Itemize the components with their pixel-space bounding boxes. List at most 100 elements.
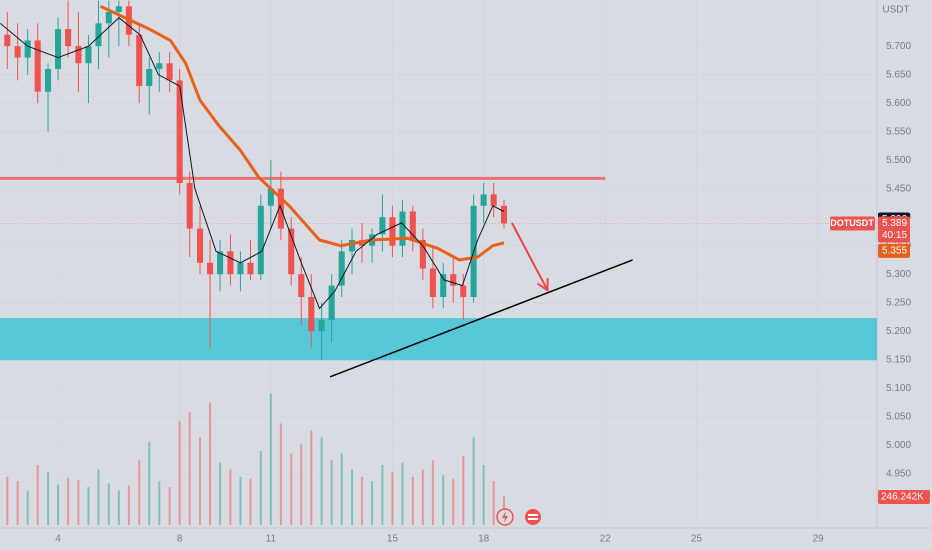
volume-bar xyxy=(290,453,293,525)
y-tick-label: 5.650 xyxy=(886,69,911,80)
x-tick-label: 22 xyxy=(600,534,612,545)
volume-bar xyxy=(300,444,303,525)
x-tick-label: 29 xyxy=(812,534,824,545)
candle-body xyxy=(419,239,426,269)
candle-body xyxy=(4,34,11,47)
candle-body xyxy=(348,239,356,252)
candle-body xyxy=(44,68,52,92)
x-tick-label: 8 xyxy=(177,534,183,545)
y-tick-label: 5.250 xyxy=(886,297,911,308)
candle-body xyxy=(105,11,112,24)
volume-bar xyxy=(36,465,39,525)
y-tick-label: 5.700 xyxy=(886,41,911,52)
candle-body xyxy=(176,80,183,183)
volume-bar xyxy=(117,490,120,525)
candle-body xyxy=(95,23,102,47)
y-tick-label: 5.450 xyxy=(886,183,911,194)
volume-bar xyxy=(421,469,424,525)
trendline xyxy=(329,259,633,378)
candle-body xyxy=(298,274,305,297)
volume-bar xyxy=(138,460,141,525)
volume-bar xyxy=(269,393,272,525)
flash-glyph xyxy=(502,511,508,523)
volume-bar xyxy=(259,451,262,525)
candle-body xyxy=(490,194,497,206)
y-tick-label: 5.600 xyxy=(886,98,911,109)
volume-bar xyxy=(6,476,9,525)
candle-body xyxy=(288,228,295,275)
volume-bar xyxy=(229,469,232,525)
candle-body xyxy=(399,211,406,246)
volume-bar xyxy=(67,477,70,525)
symbol-box xyxy=(830,216,875,231)
volume-bar xyxy=(199,437,202,525)
candle-body xyxy=(156,63,163,69)
flag-icon[interactable] xyxy=(525,509,541,525)
volume-bar xyxy=(452,478,455,525)
candle-body xyxy=(318,319,325,332)
candle-body xyxy=(237,262,244,275)
candle-body xyxy=(460,285,467,297)
y-tick-label: 5.050 xyxy=(886,411,911,422)
volume-label-box xyxy=(878,490,930,504)
volume-bar xyxy=(26,490,29,525)
y-tick-label: 5.000 xyxy=(886,440,911,451)
y-tick-label: 4.950 xyxy=(886,468,911,479)
candle-body xyxy=(379,217,386,235)
volume-bar xyxy=(381,465,384,525)
candle-body xyxy=(267,188,274,206)
volume-bar xyxy=(148,441,151,525)
y-tick-label: 5.150 xyxy=(886,354,911,365)
bottom-icons[interactable] xyxy=(496,508,541,526)
y-tick-label: 5.300 xyxy=(886,269,911,280)
candle-body xyxy=(500,205,508,224)
y-tick-label: 5.100 xyxy=(886,383,911,394)
candle-body xyxy=(65,29,72,47)
volume-bar xyxy=(16,481,19,525)
volume-bar xyxy=(431,460,434,525)
candle-body xyxy=(85,46,92,64)
x-tick-label: 15 xyxy=(387,534,399,545)
price-label: 5.355 xyxy=(882,245,907,256)
volume-bar xyxy=(391,471,394,525)
x-tick-label: 4 xyxy=(55,534,61,545)
price-label: 5.389 xyxy=(882,218,907,229)
y-tick-label: 5.200 xyxy=(886,326,911,337)
volume-bar xyxy=(279,423,282,525)
y-tick-label: 5.500 xyxy=(886,155,911,166)
candle-body xyxy=(146,68,153,87)
symbol-label: DOTUSDT xyxy=(830,218,874,228)
x-tick-label: 18 xyxy=(478,534,490,545)
x-tick-label: 11 xyxy=(266,534,277,545)
axis-unit: USDT xyxy=(882,5,909,16)
candle-body xyxy=(338,251,345,286)
volume-bar xyxy=(239,476,242,525)
volume-bar xyxy=(330,460,333,525)
x-tick-label: 25 xyxy=(691,534,703,545)
volume-bar xyxy=(77,480,80,525)
volume-bar xyxy=(158,481,161,525)
volume-bar xyxy=(127,485,130,525)
candle-body xyxy=(328,285,335,320)
volume-bar xyxy=(361,476,364,525)
candle-body xyxy=(207,262,214,275)
volume-bar xyxy=(97,469,100,525)
candle-body xyxy=(14,46,21,58)
candle-body xyxy=(55,29,62,69)
candle-body xyxy=(308,296,315,332)
candle-body xyxy=(75,46,82,64)
volume-bar xyxy=(107,483,110,525)
volume-bar xyxy=(472,437,475,525)
y-tick-label: 5.550 xyxy=(886,126,911,137)
candle-body xyxy=(257,205,264,275)
volume-bar xyxy=(178,421,181,525)
price-label-box xyxy=(878,216,910,243)
volume-bar xyxy=(188,411,191,525)
candle-body xyxy=(217,251,224,275)
volume-bar xyxy=(168,486,171,525)
volume-bar xyxy=(340,453,343,525)
candle-body xyxy=(227,251,234,275)
candle-body xyxy=(115,6,122,12)
support-zone xyxy=(0,318,877,361)
